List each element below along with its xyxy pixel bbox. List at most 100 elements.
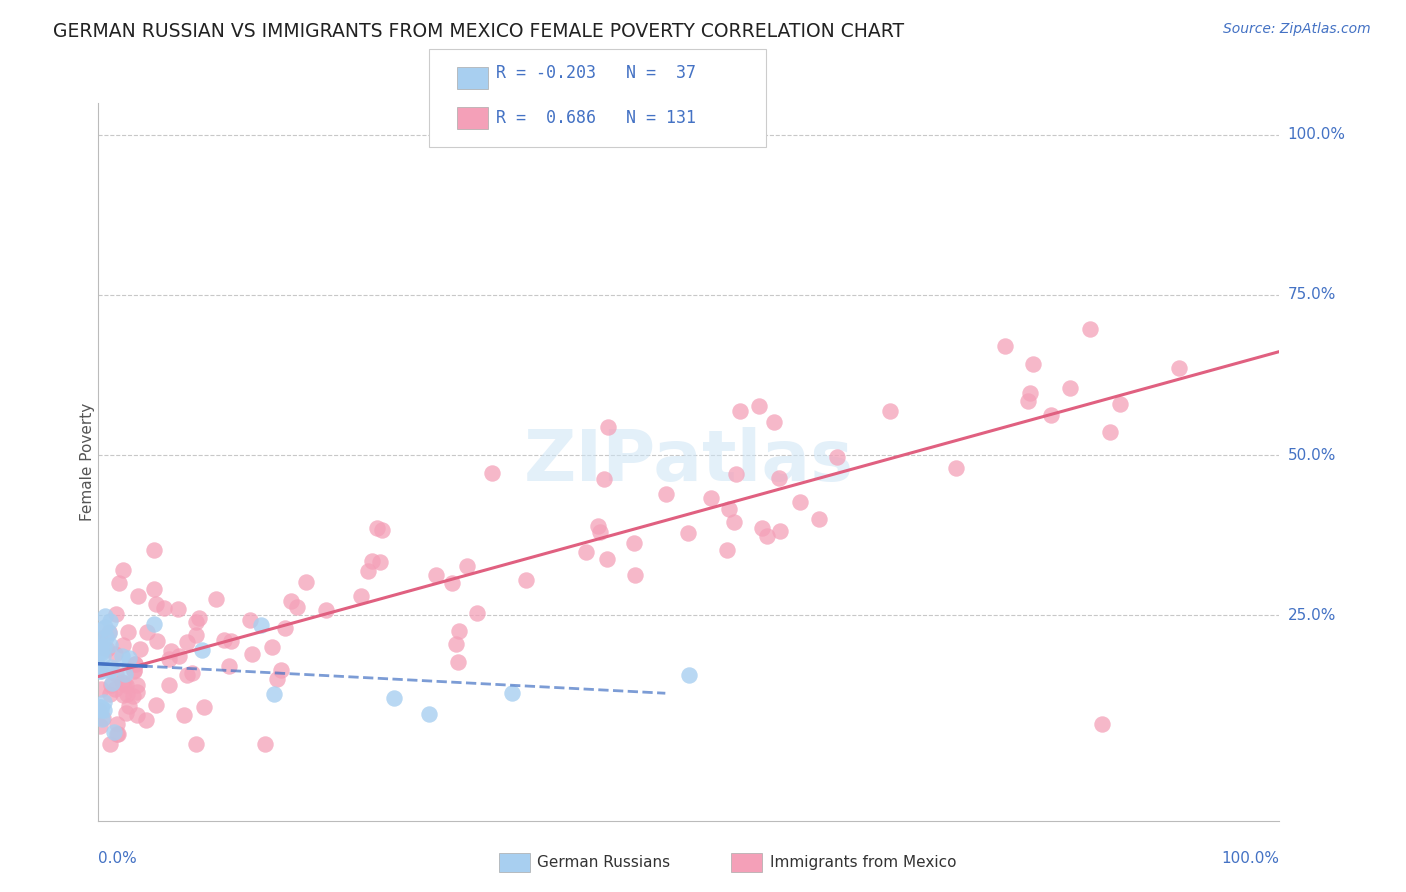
Point (481, 466, 503, 480)
Point (124, 657, 146, 671)
Point (100, 737, 122, 751)
Point (145, 597, 167, 611)
Point (219, 633, 242, 648)
Point (122, 689, 145, 703)
Point (105, 727, 128, 741)
Point (127, 589, 149, 603)
Point (90, 640, 112, 654)
Point (114, 666, 136, 681)
Point (181, 665, 204, 680)
Point (382, 690, 405, 705)
Point (94, 609, 117, 624)
Point (716, 543, 738, 558)
Text: 100.0%: 100.0% (1288, 128, 1346, 142)
Point (108, 575, 131, 590)
Point (87, 662, 110, 676)
Point (122, 664, 145, 678)
Point (118, 698, 141, 713)
Text: 50.0%: 50.0% (1288, 448, 1336, 463)
Point (100, 663, 122, 677)
Point (678, 668, 700, 682)
Point (90, 703, 112, 717)
Point (751, 521, 773, 535)
Point (361, 554, 384, 568)
Point (167, 648, 190, 663)
Point (1017, 393, 1039, 408)
Point (623, 535, 645, 549)
Point (218, 659, 240, 673)
Point (90, 646, 112, 660)
Point (191, 643, 214, 657)
Point (125, 707, 148, 722)
Point (592, 472, 614, 486)
Point (723, 516, 745, 530)
Point (444, 637, 467, 651)
Text: 0.0%: 0.0% (98, 851, 138, 866)
Point (100, 676, 122, 690)
Point (756, 529, 779, 543)
Point (447, 624, 470, 639)
Point (596, 551, 619, 566)
Point (115, 687, 138, 701)
Point (186, 737, 208, 751)
Point (315, 603, 337, 617)
Point (135, 713, 157, 727)
Point (98, 638, 121, 652)
Point (188, 611, 211, 625)
Point (371, 523, 394, 537)
Point (91, 622, 114, 636)
Point (176, 668, 198, 682)
Point (515, 573, 537, 587)
Point (350, 589, 373, 603)
Point (588, 524, 610, 539)
Point (157, 651, 180, 665)
Point (91, 648, 114, 663)
Point (295, 574, 318, 589)
Point (118, 651, 141, 665)
Point (90, 682, 112, 697)
Point (105, 716, 128, 731)
Point (90, 699, 112, 714)
Point (769, 524, 792, 538)
Point (136, 625, 159, 640)
Point (112, 675, 135, 690)
Point (87, 703, 110, 717)
Point (93, 695, 115, 709)
Point (655, 486, 678, 500)
Text: GERMAN RUSSIAN VS IMMIGRANTS FROM MEXICO FEMALE POVERTY CORRELATION CHART: GERMAN RUSSIAN VS IMMIGRANTS FROM MEXICO… (53, 22, 904, 41)
Point (270, 663, 292, 677)
Point (501, 686, 523, 700)
Point (146, 634, 169, 648)
Point (1091, 717, 1114, 731)
Point (111, 649, 134, 664)
Point (575, 545, 598, 559)
Point (105, 666, 128, 681)
Point (93, 640, 115, 654)
Point (173, 708, 195, 723)
Text: 25.0%: 25.0% (1288, 608, 1336, 623)
Point (1022, 357, 1045, 371)
Point (107, 727, 129, 741)
Point (104, 607, 127, 622)
Point (94, 630, 117, 644)
Point (240, 648, 263, 662)
Point (280, 594, 302, 608)
Point (263, 687, 285, 701)
Text: 75.0%: 75.0% (1288, 287, 1336, 302)
Point (1059, 381, 1081, 395)
Point (193, 700, 215, 714)
Text: Immigrants from Mexico: Immigrants from Mexico (770, 855, 957, 870)
Point (768, 471, 790, 485)
Point (676, 525, 699, 540)
Point (104, 681, 127, 696)
Point (112, 688, 135, 702)
Point (184, 628, 207, 642)
Point (152, 601, 174, 615)
Point (160, 644, 183, 658)
Point (186, 615, 208, 629)
Point (285, 599, 308, 614)
Point (1040, 409, 1063, 423)
Point (125, 685, 148, 699)
Point (103, 648, 125, 662)
Point (91, 712, 114, 726)
